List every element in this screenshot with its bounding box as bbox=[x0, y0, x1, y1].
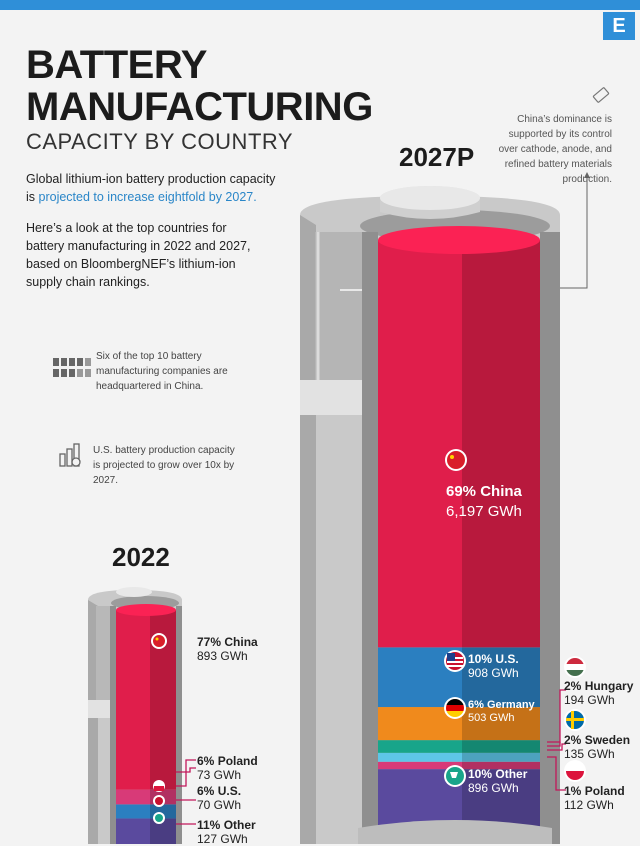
title-line-1: BATTERY bbox=[26, 43, 207, 87]
us-flag-icon-2022 bbox=[153, 795, 165, 807]
segment-sweden-front bbox=[378, 752, 462, 762]
segment-other-side bbox=[150, 818, 176, 844]
label-2027-poland: 1% Poland 112 GWh bbox=[564, 784, 625, 812]
segment-hungary-side bbox=[462, 740, 540, 753]
title-line-2: MANUFACTURING bbox=[26, 85, 373, 129]
sweden-flag-icon bbox=[564, 709, 586, 731]
segment-other-front bbox=[116, 818, 150, 844]
bar-chart-growth-icon bbox=[59, 443, 81, 467]
label-2027-germany: 6% Germany 503 GWh bbox=[468, 699, 535, 724]
label-2027-china: 69% China 6,197 GWh bbox=[446, 483, 522, 520]
segment-top-surface bbox=[378, 226, 540, 254]
intro-text: Global lithium-ion battery production ca… bbox=[26, 172, 276, 204]
poland-flag-icon-2027 bbox=[564, 760, 586, 782]
segment-china-front bbox=[116, 610, 150, 790]
hungary-flag-icon bbox=[564, 656, 586, 678]
label-2022-other: 11% Other 127 GWh bbox=[197, 818, 256, 846]
chart-2022-title: 2022 bbox=[112, 542, 170, 572]
label-2027-hungary: 2% Hungary 194 GWh bbox=[564, 679, 634, 707]
segment-us-front bbox=[116, 804, 150, 819]
battery-2022-segments bbox=[116, 604, 176, 844]
other-globe-icon-2022 bbox=[153, 812, 165, 824]
note-us-growth: U.S. battery production capacity is proj… bbox=[93, 445, 235, 486]
china-flag-icon-2022 bbox=[151, 633, 167, 649]
top-accent-bar bbox=[0, 0, 640, 10]
segment-us-side bbox=[462, 647, 540, 708]
germany-flag-icon-2027 bbox=[444, 697, 466, 719]
label-2022-poland: 6% Poland 73 GWh bbox=[197, 754, 258, 782]
intro-paragraph: Here’s a look at the top countries for b… bbox=[26, 221, 251, 289]
label-2027-other: 10% Other 896 GWh bbox=[468, 767, 528, 795]
note-china-dominance: China’s dominance is supported by its co… bbox=[498, 114, 612, 185]
label-2022-china: 77% China 893 GWh bbox=[197, 635, 258, 663]
segment-germany-side bbox=[462, 707, 540, 741]
other-globe-icon-2027 bbox=[444, 765, 466, 787]
intro-highlight: projected to increase eightfold by 2027. bbox=[38, 190, 257, 204]
factory-grid-icon bbox=[53, 358, 91, 377]
label-2027-sweden: 2% Sweden 135 GWh bbox=[564, 733, 631, 761]
chart-2027-title: 2027P bbox=[399, 142, 475, 172]
battery-2027-segments bbox=[378, 226, 540, 828]
leader-arrows bbox=[176, 689, 566, 825]
subtitle: CAPACITY BY COUNTRY bbox=[26, 129, 294, 154]
segment-sweden-side bbox=[462, 752, 540, 762]
us-flag-icon-2027 bbox=[444, 650, 466, 672]
label-2027-us: 10% U.S. 908 GWh bbox=[468, 652, 519, 680]
segment-china-front bbox=[378, 240, 462, 648]
segment-hungary-front bbox=[378, 740, 462, 753]
segment-poland-front bbox=[378, 761, 462, 770]
publisher-logo: E bbox=[603, 12, 635, 40]
china-flag-icon-2027 bbox=[445, 449, 467, 471]
label-2022-us: 6% U.S. 70 GWh bbox=[197, 784, 242, 812]
poland-flag-icon-2022 bbox=[153, 780, 165, 792]
segment-china-side bbox=[462, 240, 540, 648]
battery-tag-icon bbox=[592, 87, 610, 103]
segment-top-surface bbox=[116, 604, 176, 616]
segment-poland-side bbox=[462, 761, 540, 770]
note-companies: Six of the top 10 battery manufacturing … bbox=[96, 351, 228, 392]
segment-poland-front bbox=[116, 789, 150, 805]
segment-other-side bbox=[462, 769, 540, 828]
